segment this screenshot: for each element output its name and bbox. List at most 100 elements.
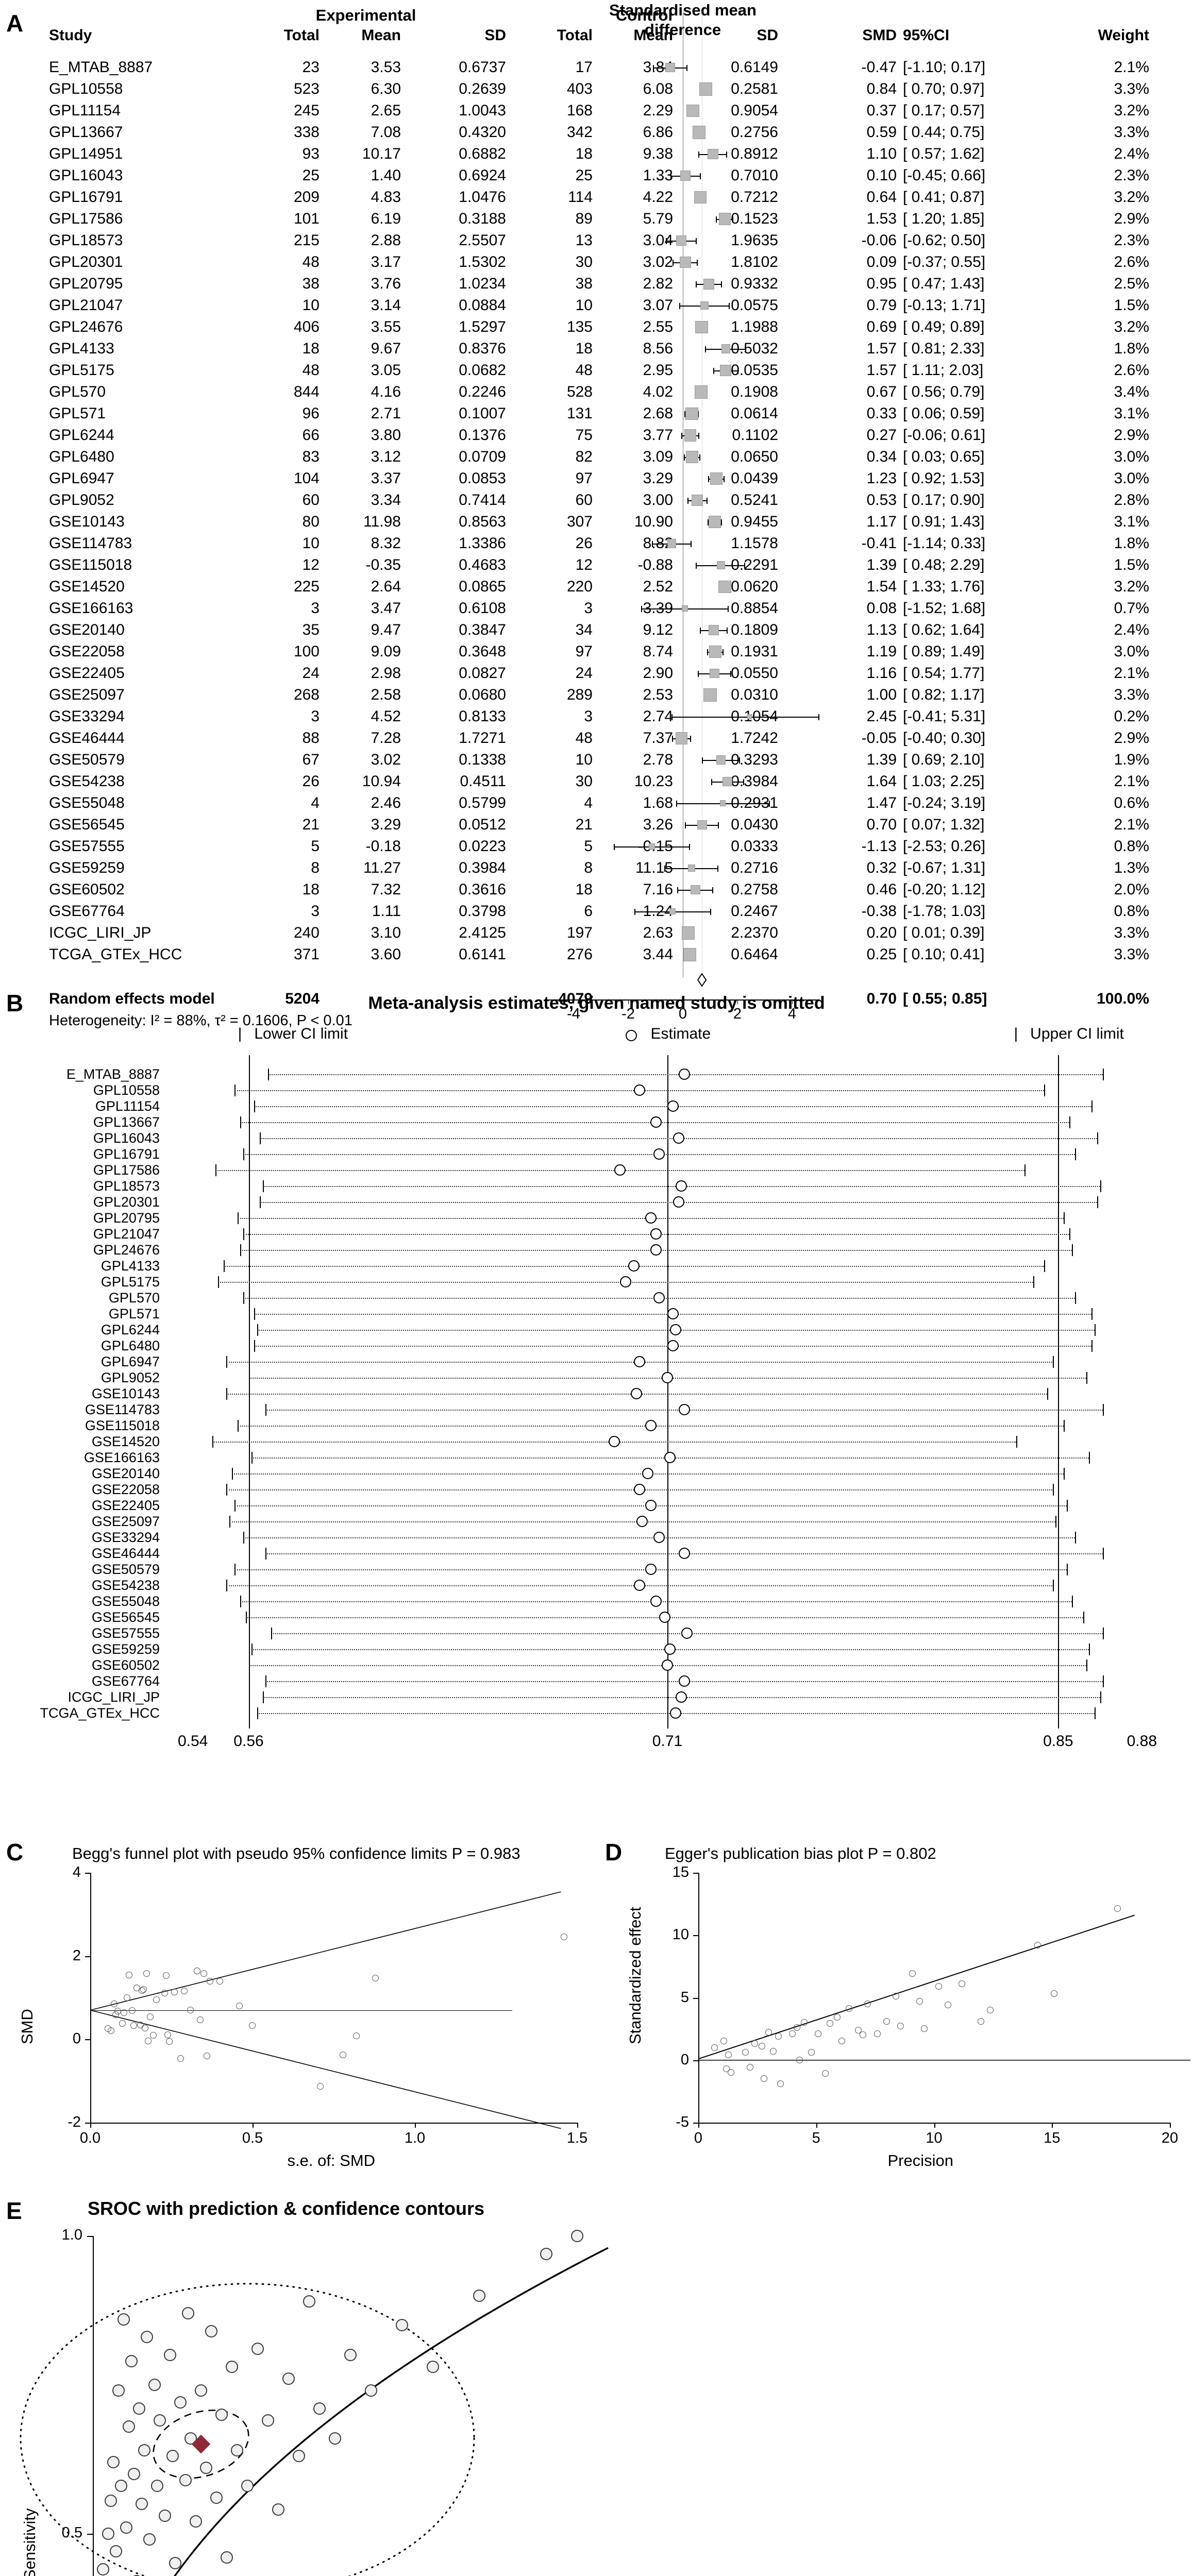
cell-exp-mean: 7.08 bbox=[371, 124, 401, 141]
cell-ci: [ 0.06; 0.59] bbox=[903, 405, 985, 422]
x-tick-label: 1.0 bbox=[404, 2130, 426, 2146]
y-tick-label: 10 bbox=[672, 1926, 689, 1943]
table-row: GPL4133 18 9.67 0.8376 18 8.56 0.5032 1.57 [ 0.8… bbox=[0, 338, 1193, 360]
data-point bbox=[742, 2049, 749, 2056]
table-row: GPL11154 245 2.65 1.0043 168 2.29 0.9054 0.37 [ … bbox=[0, 100, 1193, 122]
ci-cap-left bbox=[698, 151, 700, 158]
cell-exp-mean: 11.27 bbox=[363, 859, 401, 876]
cell-exp-mean: 3.60 bbox=[371, 946, 401, 963]
table-row: GSE22405 24 2.98 0.0827 24 2.90 0.0550 1.16 [ 0.… bbox=[0, 663, 1193, 684]
table-row: GSE57555 5 -0.18 0.0223 5 -0.15 0.0333 -1.13 [-2… bbox=[0, 836, 1193, 857]
ci-cap-right bbox=[717, 866, 719, 872]
cell-ctrl-total: 82 bbox=[575, 448, 593, 465]
cell-ci: [-1.52; 1.68] bbox=[903, 600, 986, 617]
ci-cap-left bbox=[715, 216, 717, 223]
cell-study: GSE25097 bbox=[49, 686, 125, 703]
table-row: GPL13667 338 7.08 0.4320 342 6.86 0.2756 0.59 [ … bbox=[0, 122, 1193, 143]
cell-exp-total: 104 bbox=[293, 470, 320, 487]
cell-ctrl-sd: 0.2931 bbox=[731, 794, 778, 811]
cell-exp-mean: 3.34 bbox=[371, 492, 401, 509]
row-label: GSE56545 bbox=[91, 1609, 160, 1625]
cell-weight: 0.6% bbox=[1114, 794, 1149, 811]
table-row: GSE115018 12 -0.35 0.4683 12 -0.88 0.2291 1.39 [… bbox=[0, 554, 1193, 576]
cell-ctrl-total: 25 bbox=[575, 167, 593, 184]
data-point bbox=[944, 2002, 951, 2009]
cell-ctrl-total: 528 bbox=[566, 383, 593, 400]
data-point bbox=[340, 2052, 347, 2059]
x-tick-label: 20 bbox=[1161, 2130, 1179, 2146]
data-point bbox=[193, 1967, 200, 1974]
cell-study: GPL11154 bbox=[49, 102, 121, 119]
row-estimate-marker bbox=[633, 1084, 645, 1096]
cell-ctrl-mean: 8.74 bbox=[643, 643, 673, 660]
cell-ctrl-mean: 9.38 bbox=[643, 145, 673, 162]
row-label: GSE59259 bbox=[91, 1641, 160, 1657]
cell-exp-sd: 0.0512 bbox=[459, 816, 506, 833]
ci-cap-right bbox=[743, 779, 745, 785]
cell-ctrl-total: 342 bbox=[566, 124, 593, 141]
cell-exp-mean: 2.64 bbox=[371, 578, 401, 595]
row-label: GSE22058 bbox=[91, 1482, 160, 1497]
table-row: GPL18573 215 2.88 2.5507 13 3.04 1.9635 -0.06 [-… bbox=[0, 230, 1193, 251]
observed-data-point bbox=[136, 2497, 148, 2510]
header-exp-mean: Mean bbox=[361, 27, 401, 44]
row-estimate-marker bbox=[667, 1340, 679, 1351]
row-lower-tick bbox=[260, 1132, 261, 1144]
data-point bbox=[935, 1982, 942, 1990]
x-tick bbox=[415, 2123, 416, 2128]
axis-tick-label: 0.56 bbox=[233, 1733, 264, 1750]
effect-size-box bbox=[710, 472, 722, 485]
row-estimate-marker bbox=[650, 1228, 662, 1240]
data-point bbox=[775, 2032, 782, 2040]
observed-data-point bbox=[226, 2361, 238, 2374]
data-point bbox=[114, 2008, 121, 2015]
cell-exp-sd: 2.5507 bbox=[459, 232, 506, 249]
table-row: GPL16043 25 1.40 0.6924 25 1.33 0.7010 0.10 [-0.… bbox=[0, 165, 1193, 187]
observed-data-point bbox=[154, 2414, 166, 2427]
cell-exp-sd: 0.3798 bbox=[459, 903, 506, 920]
row-label: GSE25097 bbox=[91, 1514, 160, 1529]
row-lower-tick bbox=[226, 1388, 228, 1400]
ci-cap-right bbox=[745, 346, 747, 352]
cell-exp-sd: 0.6141 bbox=[459, 946, 506, 963]
row-lower-tick bbox=[215, 1164, 216, 1176]
ci-cap-right bbox=[695, 238, 697, 244]
row-upper-tick bbox=[1016, 1436, 1018, 1448]
cell-ci: [-0.20; 1.12] bbox=[903, 881, 986, 898]
table-row: GPL16791 209 4.83 1.0476 114 4.22 0.7212 0.64 [ … bbox=[0, 187, 1193, 208]
row-label: GSE114783 bbox=[85, 1402, 160, 1417]
cell-exp-total: 209 bbox=[293, 189, 320, 206]
row-lower-tick bbox=[226, 1484, 228, 1496]
cell-ctrl-sd: 0.2291 bbox=[731, 556, 778, 573]
axis-tick-label: 4 bbox=[787, 1006, 797, 1022]
row-lower-tick bbox=[254, 1340, 256, 1352]
ci-cap-left bbox=[708, 476, 709, 482]
effect-size-box bbox=[675, 732, 687, 744]
ci-cap-left bbox=[677, 887, 679, 893]
cell-study: GPL571 bbox=[49, 405, 106, 422]
cell-smd: 0.70 bbox=[866, 816, 897, 833]
row-label: GPL571 bbox=[108, 1306, 160, 1321]
row-estimate-marker bbox=[678, 1069, 690, 1080]
ci-cap-left bbox=[613, 844, 615, 850]
cell-weight: 2.0% bbox=[1114, 881, 1149, 898]
cell-smd: 0.32 bbox=[866, 859, 897, 876]
cell-exp-mean: 6.30 bbox=[371, 80, 401, 97]
cell-exp-total: 100 bbox=[293, 643, 320, 660]
observed-data-point bbox=[112, 2384, 125, 2397]
row-estimate-marker bbox=[645, 1500, 657, 1511]
row-estimate-marker bbox=[678, 1675, 690, 1687]
cell-ctrl-mean: 4.02 bbox=[643, 383, 673, 400]
cell-ctrl-sd: 0.5241 bbox=[731, 492, 778, 509]
observed-data-point bbox=[123, 2420, 135, 2433]
effect-size-box bbox=[703, 688, 717, 702]
cell-weight: 2.9% bbox=[1114, 730, 1149, 747]
data-point bbox=[560, 1934, 567, 1941]
row-lower-tick bbox=[229, 1516, 230, 1528]
axis-tick bbox=[628, 999, 629, 1004]
ci-cap-left bbox=[684, 822, 686, 828]
ci-cap-right bbox=[699, 454, 701, 461]
cell-study: GPL21047 bbox=[49, 297, 123, 314]
ci-cap-right bbox=[737, 368, 738, 374]
cell-exp-total: 12 bbox=[302, 556, 320, 573]
